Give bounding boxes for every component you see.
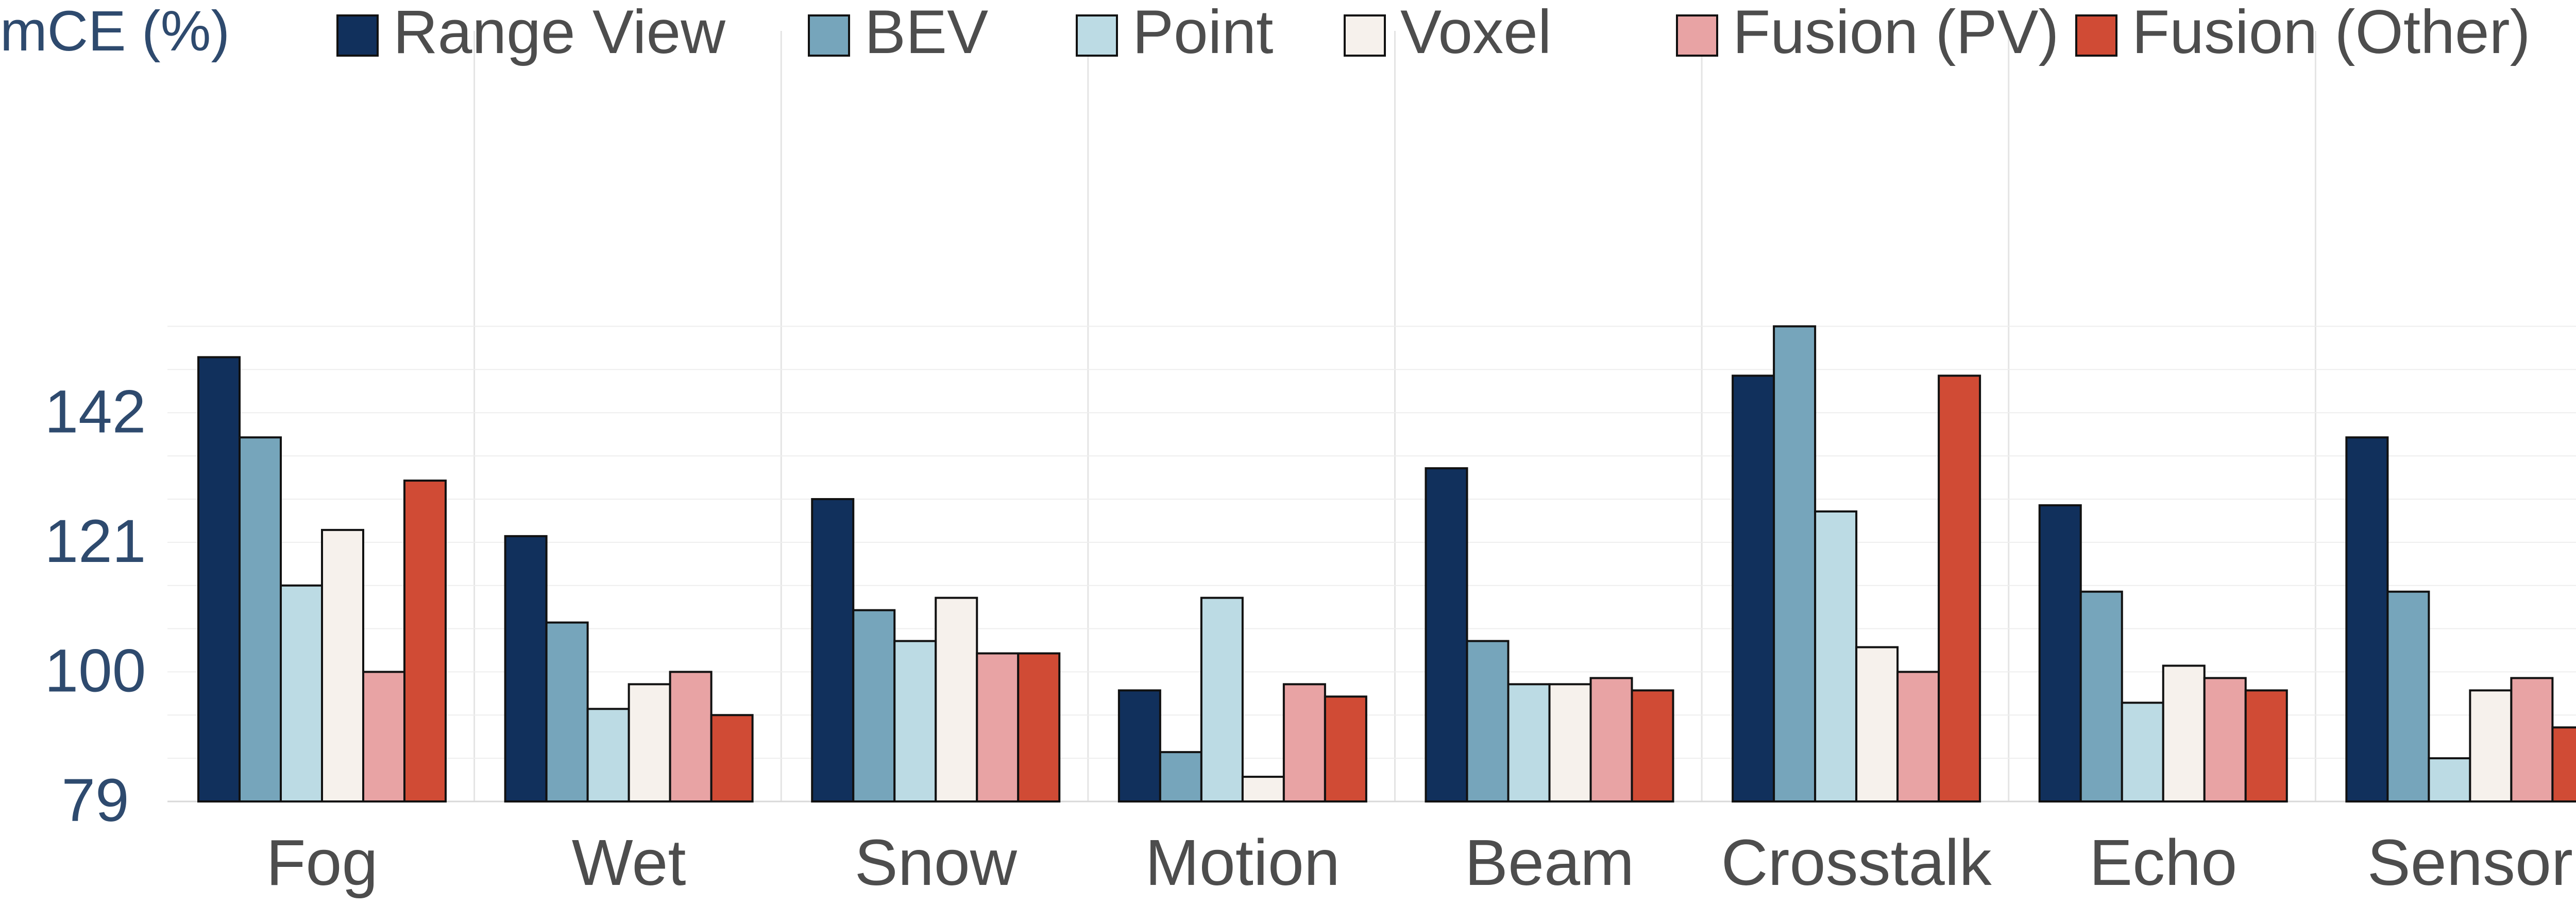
bar-bev-echo	[2079, 590, 2123, 803]
bar-point-snow	[893, 640, 937, 803]
bar-point-motion	[1200, 596, 1244, 803]
bar-bev-fog	[239, 436, 282, 802]
bar-fusion-pv-fog	[362, 671, 405, 803]
y-tick-label: 79	[61, 766, 129, 834]
bars	[197, 325, 2576, 803]
bar-voxel-motion	[1241, 776, 1285, 802]
bar-voxel-wet	[628, 683, 671, 802]
x-tick-label: Motion	[1145, 826, 1340, 899]
bar-voxel-snow	[935, 596, 978, 803]
bar-fusion-other-sensor	[2551, 726, 2576, 802]
bar-voxel-echo	[2162, 664, 2206, 802]
bar-bev-sensor	[2386, 590, 2430, 803]
bar-bev-snow	[852, 609, 896, 802]
bar-fusion-other-beam	[1631, 689, 1674, 802]
bar-point-crosstalk	[1814, 510, 1858, 802]
bar-range-view-sensor	[2345, 436, 2389, 802]
bar-range-view-echo	[2038, 504, 2082, 802]
bar-point-beam	[1507, 683, 1551, 802]
legend-swatch	[1676, 14, 1718, 57]
bar-point-echo	[2121, 702, 2164, 802]
bar-voxel-sensor	[2469, 689, 2513, 802]
bar-bev-crosstalk	[1773, 325, 1817, 802]
legend-label: Point	[1132, 0, 1274, 66]
bar-range-view-wet	[504, 535, 548, 802]
bar-fusion-pv-crosstalk	[1896, 671, 1940, 803]
y-axis-label: mCE (%)	[0, 0, 230, 63]
bar-fusion-pv-motion	[1282, 683, 1326, 802]
y-ticks: 79 100 121 142	[45, 378, 146, 834]
bar-voxel-fog	[321, 528, 364, 802]
legend-swatch	[1076, 14, 1118, 57]
bar-range-view-beam	[1425, 467, 1468, 802]
legend: Range View BEV Point Voxel Fusion (PV) Fusion…	[336, 0, 2531, 66]
bar-bev-motion	[1159, 751, 1202, 803]
y-tick-label: 100	[45, 637, 146, 705]
bar-fusion-other-echo	[2244, 689, 2288, 802]
bar-fusion-other-snow	[1017, 652, 1061, 802]
legend-label: Voxel	[1400, 0, 1552, 66]
bar-point-sensor	[2428, 757, 2471, 803]
legend-label: Fusion (PV)	[1733, 0, 2059, 66]
legend-label: Range View	[393, 0, 725, 66]
bar-fusion-other-crosstalk	[1938, 374, 1981, 802]
bar-fusion-other-wet	[710, 714, 754, 803]
bar-fusion-pv-snow	[976, 652, 1020, 802]
x-tick-label: Crosstalk	[1721, 826, 1992, 899]
bar-range-view-fog	[197, 356, 241, 802]
legend-swatch	[336, 14, 379, 57]
bar-range-view-motion	[1117, 689, 1161, 802]
legend-label: BEV	[865, 0, 988, 66]
bar-point-wet	[586, 708, 630, 803]
bar-fusion-pv-echo	[2203, 677, 2247, 803]
bar-fusion-pv-wet	[669, 671, 713, 803]
legend-swatch	[808, 14, 850, 57]
y-tick-label: 142	[45, 378, 146, 446]
x-tick-label: Fog	[266, 826, 378, 899]
legend-swatch	[1344, 14, 1386, 57]
x-tick-label: Sensor	[2367, 826, 2573, 899]
x-tick-label: Wet	[572, 826, 686, 899]
legend-swatch	[2075, 14, 2117, 57]
x-ticks: Fog Wet Snow Motion Beam Crosstalk Echo Sensor	[266, 826, 2573, 899]
bar-point-fog	[280, 584, 323, 802]
bar-range-view-snow	[811, 498, 855, 802]
bar-voxel-beam	[1548, 683, 1592, 802]
x-tick-label: Beam	[1465, 826, 1634, 899]
bar-fusion-other-fog	[403, 480, 447, 802]
bar-range-view-crosstalk	[1732, 374, 1775, 802]
bar-fusion-pv-beam	[1589, 677, 1633, 803]
y-tick-label: 121	[45, 507, 146, 575]
bar-bev-beam	[1466, 640, 1510, 803]
bar-fusion-other-motion	[1324, 695, 1367, 802]
legend-label: Fusion (Other)	[2132, 0, 2531, 66]
bar-fusion-pv-sensor	[2510, 677, 2554, 803]
bar-voxel-crosstalk	[1855, 646, 1899, 802]
x-tick-label: Snow	[855, 826, 1018, 899]
bar-bev-wet	[545, 621, 589, 802]
x-tick-label: Echo	[2089, 826, 2237, 899]
